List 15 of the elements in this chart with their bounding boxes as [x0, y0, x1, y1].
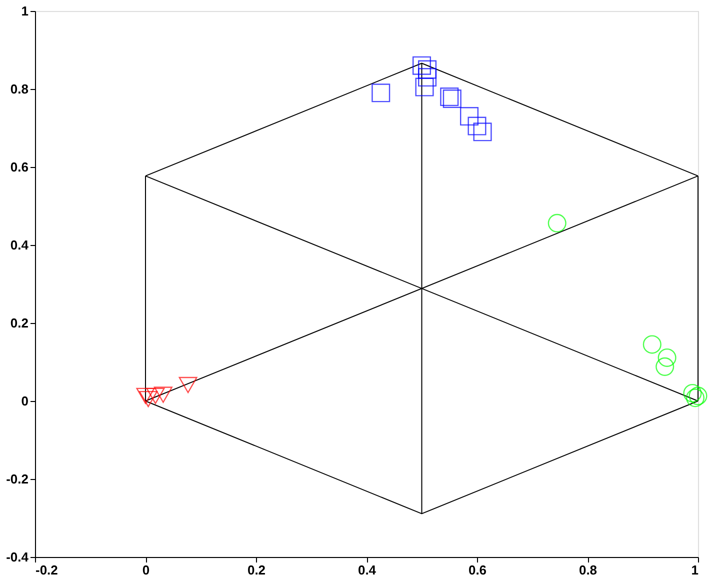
x-tick-label: -0.2 [36, 562, 58, 578]
y-tick-label: 0.8 [10, 82, 28, 96]
y-tick-label: 0.6 [10, 160, 28, 174]
y-tick-label: 0.2 [10, 316, 28, 330]
x-tick-label: 0 [142, 562, 150, 578]
x-tick-label: 0.6 [468, 562, 487, 578]
x-tick-label: 0.4 [358, 562, 377, 578]
y-tick-label: -0.2 [6, 472, 28, 486]
y-tick-label: -0.4 [6, 550, 30, 564]
x-tick-label: 1 [691, 562, 698, 578]
y-tick-label: 0.4 [10, 238, 30, 252]
y-tick-label: 1 [21, 4, 28, 18]
y-tick-label: 0 [21, 394, 28, 408]
x-tick-label: 0.2 [247, 562, 266, 578]
x-tick-label: 0.8 [578, 562, 598, 578]
